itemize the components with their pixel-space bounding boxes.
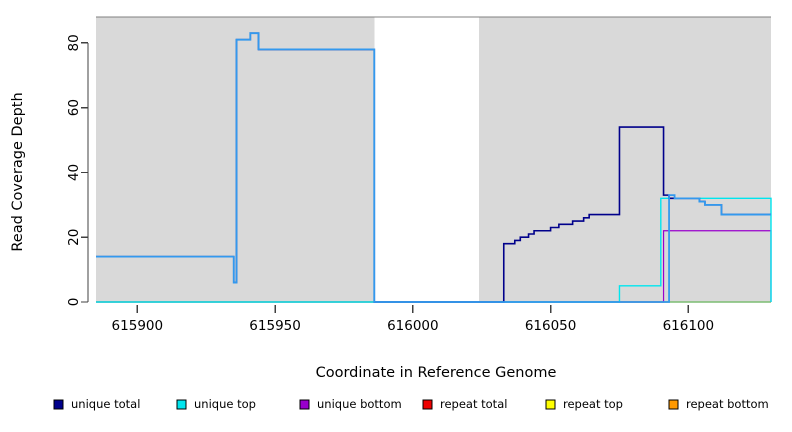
legend-swatch-unique-top [176, 399, 187, 410]
x-tick-label-3: 616050 [525, 318, 577, 334]
legend-label-repeat-bottom: repeat bottom [686, 397, 769, 411]
legend-swatch-unique-total [53, 399, 64, 410]
y-tick-label-3: 60 [66, 99, 82, 116]
tick-labels-layer: 0 20 40 60 80 615900 615950 616000 616050 616100 [66, 34, 714, 334]
chart-legend: unique total unique top unique bottom repea… [53, 397, 769, 411]
legend-label-repeat-total: repeat total [440, 397, 507, 411]
panel-band-0 [96, 17, 375, 302]
x-axis-title: Coordinate in Reference Genome [316, 365, 557, 381]
x-tick-label-0: 615900 [112, 318, 164, 334]
legend-label-repeat-top: repeat top [563, 397, 623, 411]
legend-swatch-unique-bottom [299, 399, 310, 410]
legend-label-unique-total: unique total [71, 397, 140, 411]
legend-label-unique-bottom: unique bottom [317, 397, 402, 411]
x-tick-label-4: 616100 [663, 318, 715, 334]
plot-panel-background [96, 16, 771, 302]
y-axis-title: Read Coverage Depth [10, 92, 26, 251]
legend-swatch-repeat-top [545, 399, 556, 410]
y-tick-label-4: 80 [66, 34, 82, 51]
legend-swatch-repeat-total [422, 399, 433, 410]
series-layer [96, 32, 772, 303]
legend-label-unique-top: unique top [194, 397, 256, 411]
x-tick-label-2: 616000 [387, 318, 439, 334]
y-tick-label-0: 0 [66, 298, 82, 307]
y-tick-label-1: 20 [66, 229, 82, 246]
series-coverage-overlay [96, 32, 771, 303]
y-tick-label-2: 40 [66, 164, 82, 181]
legend-swatch-repeat-bottom [668, 399, 679, 410]
axes-layer [81, 42, 690, 313]
panel-band-1 [478, 17, 771, 302]
x-tick-label-1: 615950 [249, 318, 301, 334]
